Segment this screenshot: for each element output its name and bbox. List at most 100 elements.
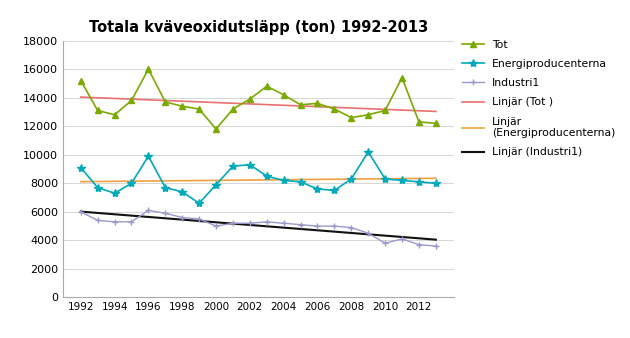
Tot bbox=[161, 100, 169, 104]
Industri1 bbox=[381, 241, 389, 245]
Industri1 bbox=[145, 208, 152, 212]
Industri1 bbox=[280, 221, 287, 225]
Linjär (Tot ) bbox=[398, 108, 406, 112]
Linjär (Industri1) bbox=[212, 220, 220, 224]
Linjär
(Energiproducenterna) bbox=[77, 179, 84, 184]
Tot bbox=[263, 84, 270, 88]
Industri1 bbox=[331, 224, 338, 228]
Industri1 bbox=[212, 224, 220, 228]
Linjär (Industri1) bbox=[398, 235, 406, 239]
Linjär (Tot ) bbox=[128, 97, 135, 101]
Line: Linjär (Industri1): Linjär (Industri1) bbox=[81, 212, 436, 240]
Linjär (Tot ) bbox=[280, 103, 287, 107]
Linjär (Tot ) bbox=[77, 95, 84, 99]
Linjär
(Energiproducenterna) bbox=[415, 176, 423, 180]
Energiproducenterna bbox=[178, 190, 186, 194]
Tot bbox=[111, 113, 118, 117]
Energiproducenterna bbox=[229, 164, 237, 168]
Energiproducenterna bbox=[280, 178, 287, 183]
Energiproducenterna bbox=[331, 188, 338, 192]
Linjär (Industri1) bbox=[229, 222, 237, 226]
Linjär (Industri1) bbox=[263, 224, 270, 228]
Industri1 bbox=[297, 223, 304, 227]
Energiproducenterna bbox=[145, 154, 152, 158]
Linjär (Industri1) bbox=[331, 230, 338, 234]
Linjär
(Energiproducenterna) bbox=[348, 177, 355, 181]
Tot bbox=[212, 127, 220, 131]
Energiproducenterna bbox=[381, 177, 389, 181]
Linjär (Industri1) bbox=[381, 234, 389, 238]
Tot bbox=[77, 78, 84, 82]
Industri1 bbox=[178, 216, 186, 220]
Industri1 bbox=[398, 237, 406, 241]
Energiproducenterna bbox=[348, 177, 355, 181]
Line: Linjär
(Energiproducenterna): Linjär (Energiproducenterna) bbox=[81, 178, 436, 182]
Energiproducenterna bbox=[161, 186, 169, 190]
Tot bbox=[178, 104, 186, 108]
Linjär (Tot ) bbox=[331, 105, 338, 110]
Linjär (Industri1) bbox=[314, 228, 321, 232]
Energiproducenterna bbox=[195, 201, 203, 205]
Linjär
(Energiproducenterna) bbox=[381, 177, 389, 181]
Industri1 bbox=[128, 220, 135, 224]
Tot bbox=[432, 121, 440, 125]
Linjär
(Energiproducenterna) bbox=[280, 178, 287, 182]
Linjär (Tot ) bbox=[381, 107, 389, 112]
Industri1 bbox=[77, 210, 84, 214]
Tot bbox=[348, 116, 355, 120]
Linjär (Industri1) bbox=[432, 238, 440, 242]
Line: Tot: Tot bbox=[78, 66, 438, 132]
Linjär (Industri1) bbox=[128, 214, 135, 218]
Linjär
(Energiproducenterna) bbox=[398, 176, 406, 180]
Tot bbox=[229, 107, 237, 111]
Energiproducenterna bbox=[314, 187, 321, 191]
Linjär
(Energiproducenterna) bbox=[432, 176, 440, 180]
Tot bbox=[280, 93, 287, 97]
Tot bbox=[94, 108, 101, 113]
Industri1 bbox=[348, 225, 355, 230]
Linjär (Tot ) bbox=[161, 98, 169, 102]
Linjär (Industri1) bbox=[195, 219, 203, 223]
Linjär (Industri1) bbox=[364, 232, 372, 236]
Tot bbox=[246, 97, 254, 101]
Tot bbox=[331, 107, 338, 111]
Linjär (Tot ) bbox=[297, 104, 304, 108]
Line: Energiproducenterna: Energiproducenterna bbox=[77, 148, 440, 208]
Linjär (Industri1) bbox=[161, 216, 169, 220]
Tot bbox=[415, 120, 423, 124]
Title: Totala kväveoxidutsläpp (ton) 1992-2013: Totala kväveoxidutsläpp (ton) 1992-2013 bbox=[89, 20, 428, 35]
Linjär
(Energiproducenterna) bbox=[178, 179, 186, 183]
Tot bbox=[398, 76, 406, 80]
Linjär (Tot ) bbox=[314, 105, 321, 109]
Linjär
(Energiproducenterna) bbox=[94, 179, 101, 184]
Energiproducenterna bbox=[432, 181, 440, 185]
Linjär
(Energiproducenterna) bbox=[145, 179, 152, 183]
Linjär
(Energiproducenterna) bbox=[128, 179, 135, 183]
Linjär (Tot ) bbox=[246, 102, 254, 106]
Linjär (Tot ) bbox=[348, 106, 355, 110]
Linjär
(Energiproducenterna) bbox=[364, 177, 372, 181]
Energiproducenterna bbox=[415, 180, 423, 184]
Industri1 bbox=[246, 221, 254, 225]
Energiproducenterna bbox=[77, 166, 84, 170]
Linjär
(Energiproducenterna) bbox=[314, 177, 321, 182]
Energiproducenterna bbox=[246, 163, 254, 167]
Industri1 bbox=[229, 221, 237, 225]
Linjär (Tot ) bbox=[415, 109, 423, 113]
Linjär (Tot ) bbox=[111, 96, 118, 100]
Linjär (Industri1) bbox=[348, 231, 355, 235]
Energiproducenterna bbox=[364, 150, 372, 154]
Industri1 bbox=[161, 211, 169, 215]
Linjär (Tot ) bbox=[195, 100, 203, 104]
Linjär
(Energiproducenterna) bbox=[212, 178, 220, 183]
Industri1 bbox=[94, 218, 101, 222]
Energiproducenterna bbox=[297, 180, 304, 184]
Linjär (Tot ) bbox=[229, 101, 237, 105]
Linjär
(Energiproducenterna) bbox=[297, 177, 304, 182]
Linjär
(Energiproducenterna) bbox=[111, 179, 118, 183]
Linjär (Industri1) bbox=[178, 218, 186, 222]
Industri1 bbox=[111, 220, 118, 224]
Industri1 bbox=[314, 224, 321, 228]
Industri1 bbox=[432, 244, 440, 248]
Linjär
(Energiproducenterna) bbox=[263, 178, 270, 182]
